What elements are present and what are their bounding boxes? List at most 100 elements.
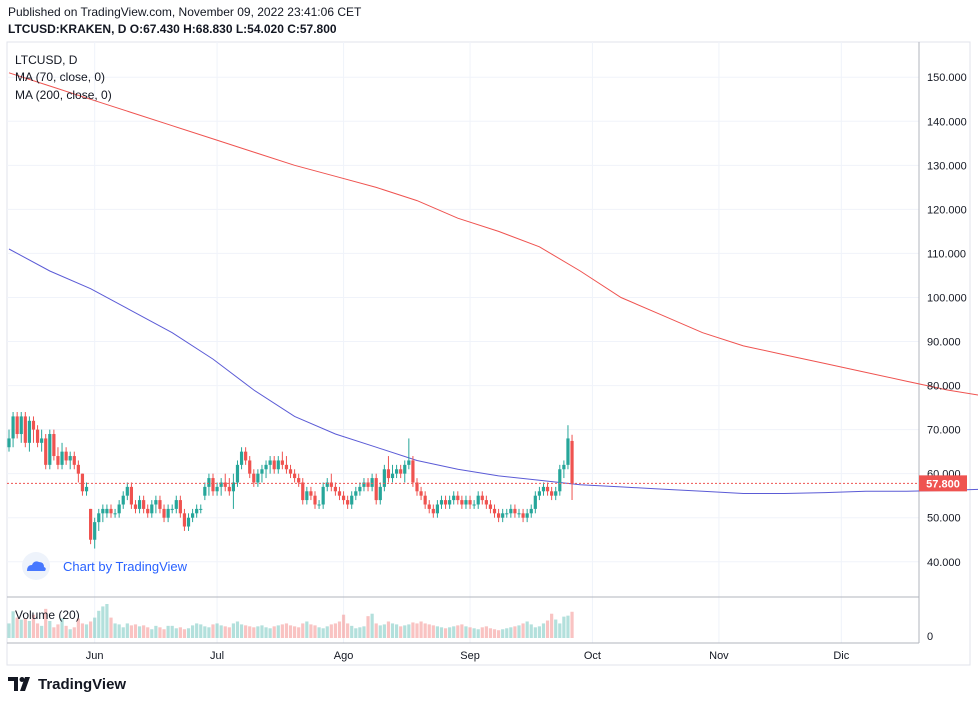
volume-bar [464,626,468,638]
y-tick-label: 70.000 [927,425,961,437]
volume-bar [382,624,386,638]
candle-body [358,486,362,492]
candle-body [443,500,448,505]
watermark-cloud-shape [27,561,46,571]
candle-body [427,504,431,509]
volume-bar [488,628,493,638]
volume-bar [329,624,333,638]
candle-body [460,500,464,505]
volume-bar [366,616,370,638]
volume-bar [333,623,337,638]
time-axis: Jun Jul Ago Sep Oct Nov Dic [86,650,850,662]
candle-body [182,513,187,527]
candle-body [366,482,370,487]
x-tick-label: Sep [460,650,480,662]
candle-body [501,513,505,518]
candle-body [11,416,15,439]
candle-body [280,460,284,465]
volume-bar [407,624,411,638]
volume-bar [472,628,476,638]
volume-bar [113,623,117,638]
volume-bar [346,623,350,638]
candle-body [313,495,317,505]
ma200-line [8,72,978,396]
candle-body [541,486,546,492]
volume-bar [297,627,301,638]
volume-bar [244,625,248,638]
candle-body [76,464,80,474]
volume-bar [89,621,93,638]
volume-bar [480,627,484,638]
volume-bar [423,623,427,638]
volume-bar [109,617,113,638]
price-axis: 40.00050.00060.00070.00080.00090.000100.… [927,72,967,569]
candle-body [464,500,468,505]
volume-bar [378,625,382,638]
volume-bar [370,613,374,638]
chart-svg[interactable]: 40.00050.00060.00070.00080.00090.000100.… [0,0,978,670]
tradingview-watermark[interactable]: Chart by TradingView [22,552,188,580]
candle-body [431,508,435,514]
candle-body [154,500,158,505]
volume-bar [154,625,158,638]
volume-bar [211,624,215,638]
volume-bar [93,617,97,638]
candle-body [354,491,358,496]
candle-body [219,482,223,487]
volume-bar [40,625,44,638]
candle-body [97,513,101,523]
x-tick-label: Ago [334,650,354,662]
footer-logo[interactable]: TradingView [8,674,126,694]
volume-bar [476,629,480,638]
candle-body [80,473,85,492]
candle-body [297,478,301,483]
chart-frame [6,41,971,666]
candle-body [517,513,521,515]
candle-body [390,473,395,479]
volume-bar [84,624,89,638]
x-tick-label: Jun [86,650,104,662]
candle-body [133,504,138,509]
candle-body [537,491,541,496]
candle-body [350,495,354,505]
candle-body [150,504,154,514]
volume-bar [35,623,40,638]
x-tick-label: Dic [833,650,849,662]
volume-bar [19,619,23,638]
last-price-label: 57.800 [926,478,960,490]
volume-bar [460,624,464,638]
volume-bar [341,614,346,638]
volume-bar [468,627,472,638]
volume-legend: Volume (20) [15,608,80,622]
volume-bar [484,626,488,638]
candle-body [415,482,419,492]
candle-body [545,486,550,492]
candle-body [48,434,52,465]
volume-bar [431,625,435,638]
candle-body [419,491,423,496]
candle-body [497,513,501,518]
x-tick-label: Oct [584,650,601,662]
candle-body [56,456,60,465]
candle-body [554,491,558,496]
candle-body [325,482,329,487]
candle-body [121,495,125,505]
volume-bar [117,624,121,638]
candle-body [186,517,191,527]
candle-body [435,504,439,514]
footer-brand-text: TradingView [38,675,127,693]
volume-bar [15,617,19,638]
candle-body [105,508,109,514]
volume-bar [7,623,11,638]
volume-bar [264,627,268,638]
volume-bar [48,621,52,638]
volume-bar [101,606,105,638]
candle-body [227,486,231,492]
symbol-title: LTCUSD, D [15,53,78,67]
volume-bar [325,626,329,638]
volume-bar [358,627,362,638]
volume-bar [142,625,146,638]
volume-bar [174,628,178,638]
candle-body [566,438,570,465]
volume-bar [390,623,395,638]
